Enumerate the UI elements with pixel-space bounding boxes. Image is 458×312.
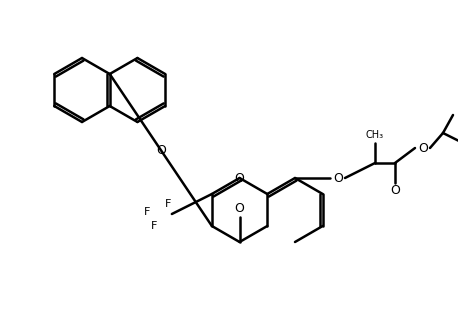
Text: F: F: [165, 199, 171, 209]
Text: O: O: [333, 172, 343, 184]
Text: O: O: [234, 202, 245, 216]
Text: CH₃: CH₃: [366, 130, 384, 140]
Text: O: O: [156, 144, 166, 157]
Text: F: F: [144, 207, 150, 217]
Text: F: F: [151, 221, 157, 231]
Text: O: O: [390, 184, 400, 197]
Text: O: O: [418, 142, 428, 154]
Text: O: O: [234, 172, 245, 184]
